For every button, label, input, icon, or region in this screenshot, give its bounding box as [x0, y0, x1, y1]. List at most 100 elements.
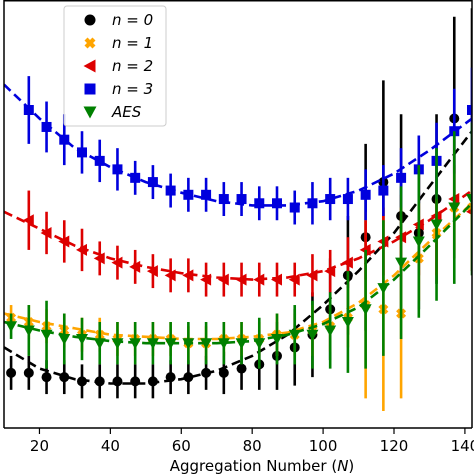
point-n-0	[130, 376, 141, 387]
point-n-3	[289, 202, 300, 213]
point-aes	[306, 329, 319, 341]
x-tick-label: 120	[380, 437, 409, 455]
point-n-3	[325, 194, 336, 205]
point-n-3	[23, 105, 34, 115]
point-aes	[22, 325, 35, 337]
legend-box	[63, 5, 167, 127]
x-axis-label-text: Aggregation Number (	[170, 457, 337, 474]
x-tick-label: 40	[101, 437, 120, 455]
point-n-2	[288, 273, 300, 286]
point-n-2	[40, 226, 52, 239]
point-n-3	[467, 105, 472, 115]
point-n-2	[129, 260, 141, 273]
point-n-0	[112, 376, 123, 387]
legend-label-n-0: n = 0	[112, 11, 153, 29]
point-n-2	[76, 243, 87, 256]
point-n-2	[22, 214, 34, 227]
x-tick-label: 140	[451, 437, 474, 455]
legend-label-n-1: n = 1	[112, 34, 153, 52]
point-aes	[324, 325, 337, 337]
point-n-3	[165, 185, 176, 196]
point-n-2	[253, 273, 265, 286]
point-aes	[466, 194, 472, 206]
x-tick-label: 80	[243, 437, 262, 455]
point-n-3	[59, 134, 70, 145]
legend-marker-n-3	[84, 83, 96, 95]
point-aes	[377, 283, 390, 295]
point-n-2	[341, 256, 353, 269]
point-aes	[129, 338, 142, 350]
x-axis-label-close: )	[348, 457, 354, 474]
point-n-0	[201, 367, 212, 378]
point-n-2	[164, 269, 176, 282]
point-n-3	[396, 172, 407, 183]
point-aes	[412, 236, 425, 248]
point-aes	[341, 317, 354, 328]
x-axis-label-variable: N	[337, 457, 348, 474]
point-n-2	[235, 273, 247, 286]
point-n-3	[236, 194, 247, 205]
point-n-0	[165, 372, 176, 383]
legend-label-n-2: n = 2	[112, 57, 153, 75]
point-aes	[76, 333, 88, 345]
point-aes	[146, 338, 159, 350]
point-n-3	[218, 194, 229, 205]
point-n-3	[41, 121, 52, 132]
point-n-0	[236, 363, 247, 374]
point-n-2	[182, 269, 194, 282]
legend-marker-n-2	[83, 59, 96, 73]
point-aes	[448, 202, 461, 214]
point-n-3	[94, 155, 105, 166]
point-aes	[58, 333, 71, 345]
legend-label-n-3: n = 3	[112, 80, 153, 98]
point-n-0	[23, 367, 34, 378]
point-n-2	[466, 208, 472, 216]
point-n-2	[271, 273, 282, 286]
point-n-3	[77, 147, 87, 158]
point-n-0	[41, 372, 52, 383]
x-tick-label: 20	[30, 437, 49, 455]
point-aes	[430, 219, 443, 231]
point-aes	[40, 329, 53, 341]
point-n-3	[112, 164, 123, 175]
x-axis-label: Aggregation Number (N)	[170, 457, 355, 474]
point-aes	[395, 257, 408, 269]
point-n-3	[360, 189, 371, 200]
point-n-2	[324, 265, 336, 278]
legend-label-aes: AES	[111, 103, 142, 121]
point-n-0	[94, 376, 105, 387]
point-aes	[93, 338, 106, 350]
axes: 20 40 60 80 100 120 140	[3, 0, 474, 455]
point-n-2	[111, 256, 123, 269]
point-n-2	[146, 265, 158, 278]
x-tick-label: 60	[172, 437, 191, 455]
legend-marker-n-0	[84, 14, 96, 26]
point-n-0	[6, 367, 17, 378]
plot-area	[4, 8, 472, 412]
point-n-3	[147, 177, 158, 188]
point-aes	[111, 338, 124, 350]
point-n-3	[307, 198, 318, 209]
point-aes	[200, 338, 213, 350]
point-aes	[182, 338, 195, 350]
point-n-3	[378, 185, 389, 196]
point-n-0	[183, 372, 194, 383]
point-aes	[5, 321, 18, 333]
point-n-2	[306, 269, 318, 282]
point-n-2	[58, 235, 70, 248]
point-n-2	[200, 273, 212, 286]
point-aes	[253, 338, 266, 350]
legend-marker-n-1	[84, 37, 96, 49]
point-aes	[164, 338, 177, 350]
point-n-3	[130, 172, 141, 183]
x-tick-label: 100	[309, 437, 338, 455]
legend-marker-aes	[83, 106, 97, 119]
point-aes	[217, 338, 230, 350]
point-n-0	[218, 367, 229, 378]
point-n-0	[77, 376, 87, 387]
point-n-2	[217, 273, 229, 286]
point-n-3	[183, 189, 194, 200]
legend: n = 0 n = 1 n = 2 n = 3 AES	[63, 5, 167, 127]
point-n-3	[272, 198, 282, 209]
